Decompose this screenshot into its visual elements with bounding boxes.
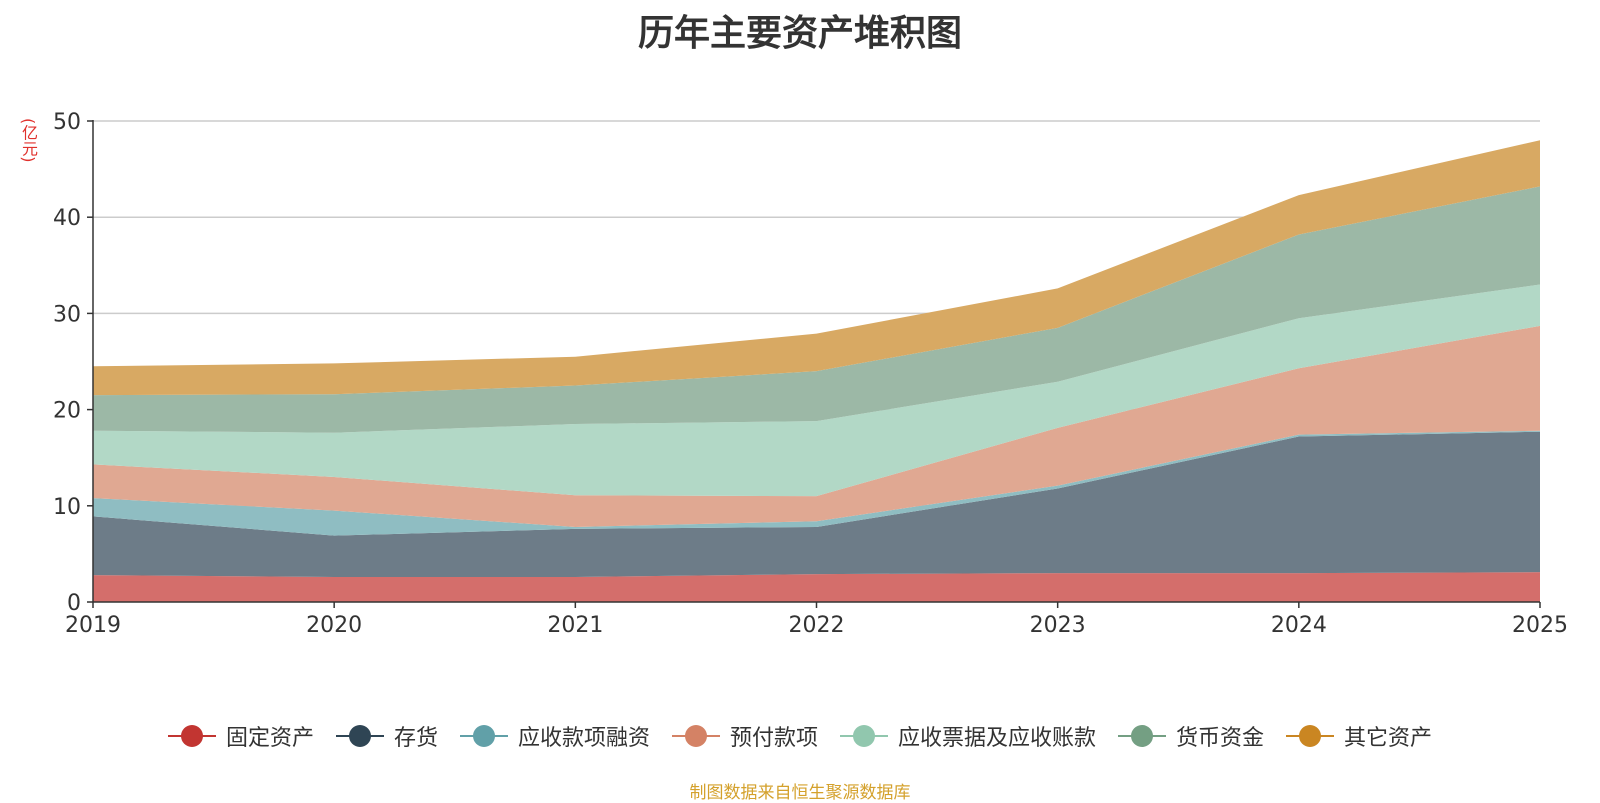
legend-label: 货币资金 [1176, 726, 1265, 751]
y-tick-label-20: 20 [53, 399, 81, 424]
legend-marker-icon [840, 724, 888, 748]
y-axis-unit-label: (亿元) [19, 118, 38, 163]
area-series-5 [93, 284, 1540, 497]
legend-label: 应收票据及应收账款 [898, 726, 1097, 751]
x-tick-label-2019: 2019 [65, 613, 121, 638]
area-series-7 [93, 140, 1540, 396]
x-tick-label-2021: 2021 [547, 613, 603, 638]
legend-item-3[interactable]: 应收款项融资 [459, 720, 650, 752]
legend-item-7[interactable]: 其它资产 [1286, 720, 1432, 752]
legend-label: 其它资产 [1344, 726, 1433, 751]
x-tick-label-2022: 2022 [789, 613, 845, 638]
legend-marker-icon [335, 724, 384, 748]
chart-title: 历年主要资产堆积图 [637, 13, 962, 54]
area-series-4 [93, 325, 1540, 527]
legend-marker-icon [1118, 724, 1167, 748]
area-series-3 [93, 430, 1540, 536]
legend-item-5[interactable]: 应收票据及应收账款 [840, 720, 1096, 752]
y-tick-label-30: 30 [53, 302, 81, 327]
legend-marker-icon [459, 724, 508, 748]
legend-label: 应收款项融资 [517, 726, 650, 751]
legend-item-4[interactable]: 预付款项 [671, 720, 818, 752]
y-tick-label-10: 10 [53, 495, 81, 520]
legend-item-1[interactable]: 固定资产 [167, 720, 314, 752]
legend-marker-icon [671, 724, 720, 748]
y-tick-label-50: 50 [53, 110, 81, 135]
tick-labels: 0 10 20 30 40 50 2019 2020 2021 2022 2023 2024 2025 [53, 110, 1568, 638]
area-series [93, 140, 1540, 602]
data-source-note: 制图数据来自恒生聚源数据库 [689, 783, 911, 803]
legend-item-2[interactable]: 存货 [335, 720, 438, 752]
area-series-6 [93, 186, 1540, 433]
axes [87, 120, 1541, 608]
y-tick-label-0: 0 [67, 591, 81, 616]
x-tick-label-2020: 2020 [306, 613, 362, 638]
legend-marker-icon [167, 724, 216, 748]
x-tick-label-2025: 2025 [1512, 613, 1568, 638]
legend-item-6[interactable]: 货币资金 [1118, 720, 1264, 752]
legend-label: 预付款项 [729, 726, 818, 751]
x-tick-label-2023: 2023 [1030, 613, 1086, 638]
legend-label: 固定资产 [225, 726, 314, 751]
legend-marker-icon [1286, 724, 1335, 748]
x-tick-label-2024: 2024 [1271, 613, 1327, 638]
legend: 固定资产 存货 应收款项融资 预付款项 应收票据及应收账款 货币资金 其它资产 [0, 720, 1600, 752]
legend-label: 存货 [393, 726, 438, 751]
area-series-2 [93, 431, 1540, 577]
area-series-1 [93, 572, 1540, 602]
y-tick-label-40: 40 [53, 206, 81, 231]
